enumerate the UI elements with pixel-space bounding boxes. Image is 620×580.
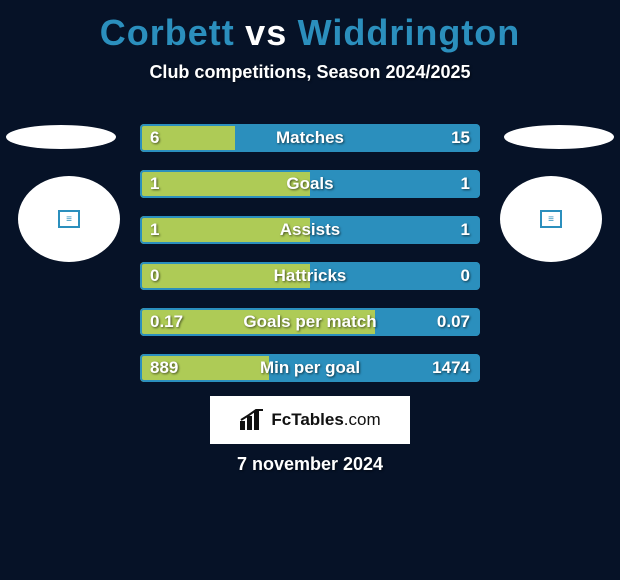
- title-vs: vs: [245, 12, 287, 53]
- stat-bar: 0.170.07Goals per match: [140, 308, 480, 336]
- stat-bar: 8891474Min per goal: [140, 354, 480, 382]
- stat-bar: 615Matches: [140, 124, 480, 152]
- title-player2: Widdrington: [298, 12, 521, 53]
- stat-bar: 00Hattricks: [140, 262, 480, 290]
- player2-badge-icon: ≡: [540, 210, 562, 228]
- page-title-row: Corbett vs Widdrington: [0, 0, 620, 54]
- stat-bar: 11Goals: [140, 170, 480, 198]
- player2-club-badge: ≡: [500, 176, 602, 262]
- player1-flag-ellipse: [6, 125, 116, 149]
- stat-label: Goals: [140, 170, 480, 198]
- stat-label: Min per goal: [140, 354, 480, 382]
- player2-flag-ellipse: [504, 125, 614, 149]
- stat-label: Assists: [140, 216, 480, 244]
- stat-bar: 11Assists: [140, 216, 480, 244]
- player1-badge-icon: ≡: [58, 210, 80, 228]
- stats-bars-container: 615Matches 11Goals 11Assists 00Hattricks 0.1…: [140, 124, 480, 400]
- bars-icon: [239, 409, 265, 431]
- stat-label: Goals per match: [140, 308, 480, 336]
- title-player1: Corbett: [100, 12, 235, 53]
- subtitle: Club competitions, Season 2024/2025: [0, 62, 620, 83]
- stat-label: Matches: [140, 124, 480, 152]
- fctables-logo-text: FcTables.com: [271, 410, 380, 430]
- player1-club-badge: ≡: [18, 176, 120, 262]
- date-line: 7 november 2024: [0, 454, 620, 475]
- stat-label: Hattricks: [140, 262, 480, 290]
- fctables-logo[interactable]: FcTables.com: [210, 396, 410, 444]
